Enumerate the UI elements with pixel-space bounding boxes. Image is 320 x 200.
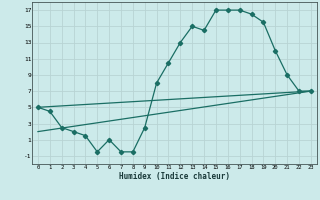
X-axis label: Humidex (Indice chaleur): Humidex (Indice chaleur) — [119, 172, 230, 181]
